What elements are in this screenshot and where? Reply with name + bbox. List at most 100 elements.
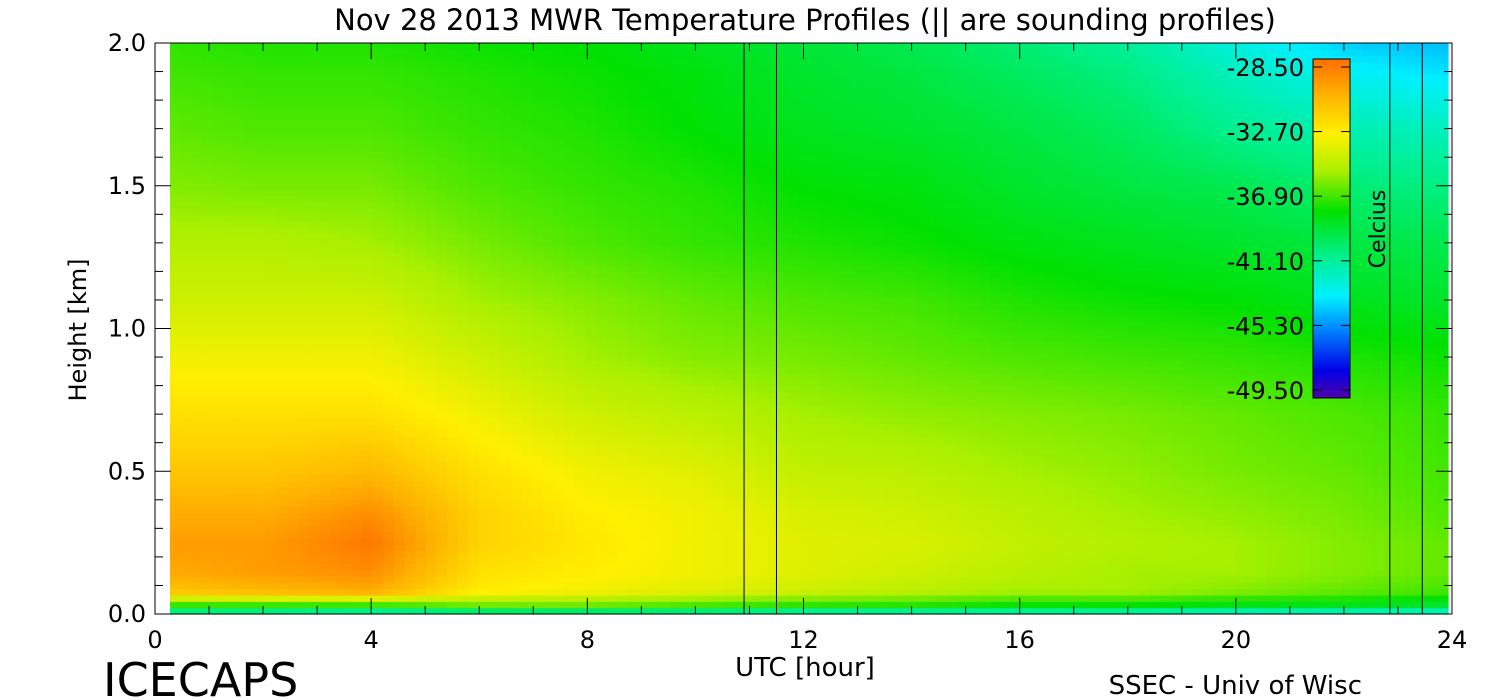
heatmap-cell	[383, 430, 395, 437]
heatmap-cell	[1128, 569, 1140, 577]
heatmap-cell	[319, 391, 331, 399]
heatmap-cell	[1394, 436, 1406, 444]
heatmap-cell	[319, 594, 331, 602]
heatmap-cell	[990, 607, 1002, 615]
heatmap-cell	[329, 468, 341, 476]
heatmap-cell	[255, 575, 267, 583]
heatmap-cell	[777, 550, 789, 558]
heatmap-cell	[734, 531, 746, 539]
heatmap-cell	[1437, 537, 1449, 545]
heatmap-cell	[915, 575, 927, 583]
heatmap-cell	[787, 594, 799, 602]
heatmap-cell	[414, 575, 427, 583]
heatmap-cell	[191, 563, 203, 571]
heatmap-cell	[1160, 575, 1172, 583]
heatmap-cell	[510, 417, 523, 425]
heatmap-cell	[255, 601, 267, 609]
heatmap-cell	[1298, 468, 1311, 476]
heatmap-cell	[468, 544, 480, 552]
heatmap-cell	[500, 461, 512, 469]
heatmap-cell	[1352, 410, 1364, 418]
heatmap-cell	[287, 601, 299, 609]
heatmap-cell	[734, 556, 746, 564]
heatmap-cell	[585, 575, 597, 583]
heatmap-cell	[276, 347, 288, 355]
heatmap-cell	[745, 372, 757, 380]
heatmap-cell	[745, 594, 757, 602]
heatmap-cell	[979, 474, 991, 482]
heatmap-cell	[1192, 423, 1204, 431]
heatmap-cell	[883, 569, 895, 577]
heatmap-cell	[191, 575, 203, 583]
heatmap-cell	[1256, 410, 1268, 418]
heatmap-cell	[809, 404, 821, 412]
heatmap-cell	[287, 493, 299, 501]
heatmap-cell	[564, 594, 576, 602]
heatmap-cell	[968, 556, 980, 564]
heatmap-cell	[489, 372, 501, 380]
heatmap-cell	[787, 569, 799, 577]
heatmap-cell	[883, 391, 895, 399]
heatmap-cell	[1298, 506, 1311, 514]
heatmap-cell	[393, 442, 405, 450]
heatmap-cell	[936, 461, 949, 469]
heatmap-cell	[1011, 468, 1023, 476]
heatmap-cell	[787, 442, 799, 450]
heatmap-cell	[1128, 360, 1140, 368]
heatmap-cell	[393, 588, 405, 596]
heatmap-cell	[170, 366, 182, 374]
heatmap-cell	[1107, 461, 1119, 469]
heatmap-cell	[500, 556, 512, 564]
heatmap-cell	[265, 512, 278, 520]
heatmap-cell	[659, 410, 672, 418]
heatmap-cell	[1022, 525, 1034, 533]
heatmap-cell	[1362, 404, 1375, 412]
heatmap-cell	[659, 468, 672, 476]
heatmap-cell	[478, 455, 491, 463]
heatmap-cell	[734, 385, 746, 393]
heatmap-cell	[361, 430, 373, 437]
heatmap-cell	[191, 487, 203, 495]
heatmap-cell	[521, 417, 533, 425]
heatmap-cell	[1213, 537, 1225, 545]
heatmap-cell	[659, 449, 672, 456]
heatmap-cell	[574, 366, 586, 374]
heatmap-cell	[787, 563, 799, 571]
heatmap-cell	[510, 410, 523, 418]
heatmap-cell	[926, 544, 938, 552]
heatmap-cell	[670, 353, 682, 361]
heatmap-cell	[1075, 398, 1087, 406]
heatmap-cell	[340, 537, 352, 545]
heatmap-cell	[894, 588, 906, 596]
heatmap-cell	[1181, 607, 1193, 615]
heatmap-cell	[990, 499, 1002, 507]
heatmap-cell	[1085, 430, 1098, 437]
heatmap-cell	[532, 353, 544, 361]
heatmap-cell	[681, 449, 693, 456]
heatmap-cell	[1117, 423, 1130, 431]
heatmap-cell	[308, 353, 320, 361]
heatmap-cell	[223, 372, 235, 380]
heatmap-cell	[1405, 537, 1417, 545]
heatmap-cell	[1426, 385, 1438, 393]
heatmap-cell	[1256, 423, 1268, 431]
heatmap-cell	[446, 449, 459, 456]
heatmap-cell	[990, 455, 1002, 463]
heatmap-cell	[1043, 430, 1055, 437]
heatmap-cell	[510, 442, 523, 450]
heatmap-cell	[787, 430, 799, 437]
heatmap-cell	[244, 398, 256, 406]
heatmap-cell	[798, 468, 810, 476]
heatmap-cell	[244, 506, 256, 514]
heatmap-cell	[617, 594, 629, 602]
heatmap-cell	[691, 499, 704, 507]
heatmap-cell	[170, 347, 182, 355]
heatmap-cell	[1266, 575, 1279, 583]
heatmap-cell	[830, 449, 842, 456]
heatmap-cell	[947, 499, 959, 507]
heatmap-cell	[351, 525, 363, 533]
heatmap-cell	[329, 347, 341, 355]
heatmap-cell	[659, 385, 672, 393]
heatmap-cell	[777, 506, 789, 514]
heatmap-cell	[1139, 518, 1151, 526]
